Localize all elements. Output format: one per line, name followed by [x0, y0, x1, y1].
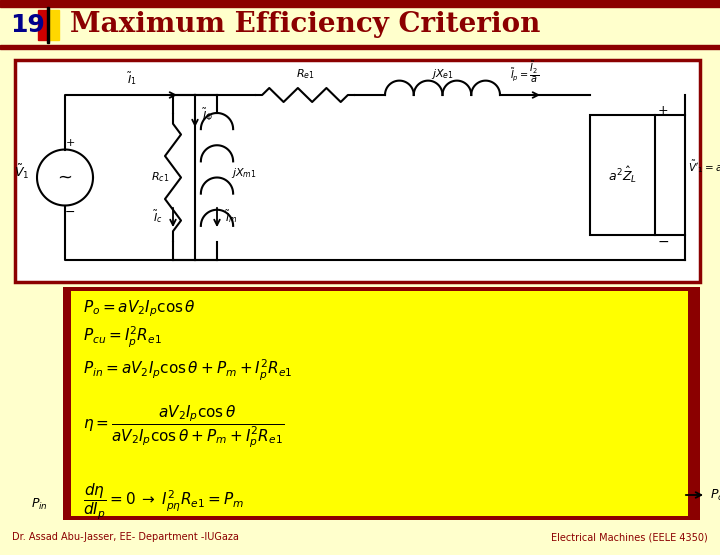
Text: $\tilde{I}_c$: $\tilde{I}_c$: [153, 209, 163, 225]
Bar: [63, 287, 71, 520]
Bar: [590, 115, 655, 235]
Text: $\tilde{I}_\Phi$: $\tilde{I}_\Phi$: [202, 107, 213, 123]
Text: 19: 19: [10, 13, 45, 37]
Text: $P_{in} = aV_2 I_p \cos\theta + P_m + I_p^2 R_{e1}$: $P_{in} = aV_2 I_p \cos\theta + P_m + I_…: [83, 357, 292, 382]
Text: $a^2\hat{Z}_L$: $a^2\hat{Z}_L$: [608, 165, 637, 185]
Bar: [15, 287, 700, 520]
Text: $P_{in}$: $P_{in}$: [30, 497, 48, 512]
Text: $R_{e1}$: $R_{e1}$: [296, 67, 315, 81]
Text: ~: ~: [58, 169, 73, 186]
Text: Maximum Efficiency Criterion: Maximum Efficiency Criterion: [70, 12, 541, 38]
Text: Electrical Machines (EELE 4350): Electrical Machines (EELE 4350): [552, 532, 708, 542]
Text: +: +: [658, 103, 669, 117]
Text: −: −: [658, 235, 670, 249]
Bar: [0, 45, 720, 49]
Text: $\tilde{I}_m$: $\tilde{I}_m$: [225, 209, 238, 225]
Bar: [688, 287, 700, 520]
Text: $R_{c1}$: $R_{c1}$: [151, 170, 169, 184]
Text: $P_o = aV_2 I_p \cos\theta$: $P_o = aV_2 I_p \cos\theta$: [83, 299, 196, 319]
Text: $jX_{e1}$: $jX_{e1}$: [431, 67, 454, 81]
Text: $\tilde{I}_1$: $\tilde{I}_1$: [127, 70, 137, 87]
Text: $\dfrac{d\eta}{dI_p} = 0 \;\rightarrow\; I_{p\eta}^2 R_{e1} = P_m$: $\dfrac{d\eta}{dI_p} = 0 \;\rightarrow\;…: [83, 482, 244, 522]
Bar: [47, 7, 49, 43]
Bar: [0, 0, 720, 7]
Text: −: −: [65, 206, 76, 219]
Text: $jX_{m1}$: $jX_{m1}$: [231, 165, 257, 179]
Text: $\tilde{V}_1$: $\tilde{V}_1$: [14, 162, 29, 181]
Bar: [71, 291, 688, 516]
Bar: [38, 10, 50, 40]
Bar: [15, 287, 63, 520]
Text: $\eta = \dfrac{aV_2 I_p \cos\theta}{aV_2 I_p \cos\theta + P_m + I_p^2 R_{e1}}$: $\eta = \dfrac{aV_2 I_p \cos\theta}{aV_2…: [83, 403, 284, 450]
Text: +: +: [66, 138, 75, 148]
Text: $\tilde{V}'_1 = a\tilde{V}_2$: $\tilde{V}'_1 = a\tilde{V}_2$: [688, 159, 720, 175]
Text: $\tilde{I}_p = \dfrac{\tilde{I}_2}{a}$: $\tilde{I}_p = \dfrac{\tilde{I}_2}{a}$: [510, 59, 539, 85]
Text: Dr. Assad Abu-Jasser, EE- Department -IUGaza: Dr. Assad Abu-Jasser, EE- Department -IU…: [12, 532, 239, 542]
Text: $P_{cu} = I_p^2 R_{e1}$: $P_{cu} = I_p^2 R_{e1}$: [83, 325, 162, 350]
Text: $P_o$: $P_o$: [710, 487, 720, 502]
Bar: [50, 10, 59, 40]
Bar: [15, 60, 700, 282]
